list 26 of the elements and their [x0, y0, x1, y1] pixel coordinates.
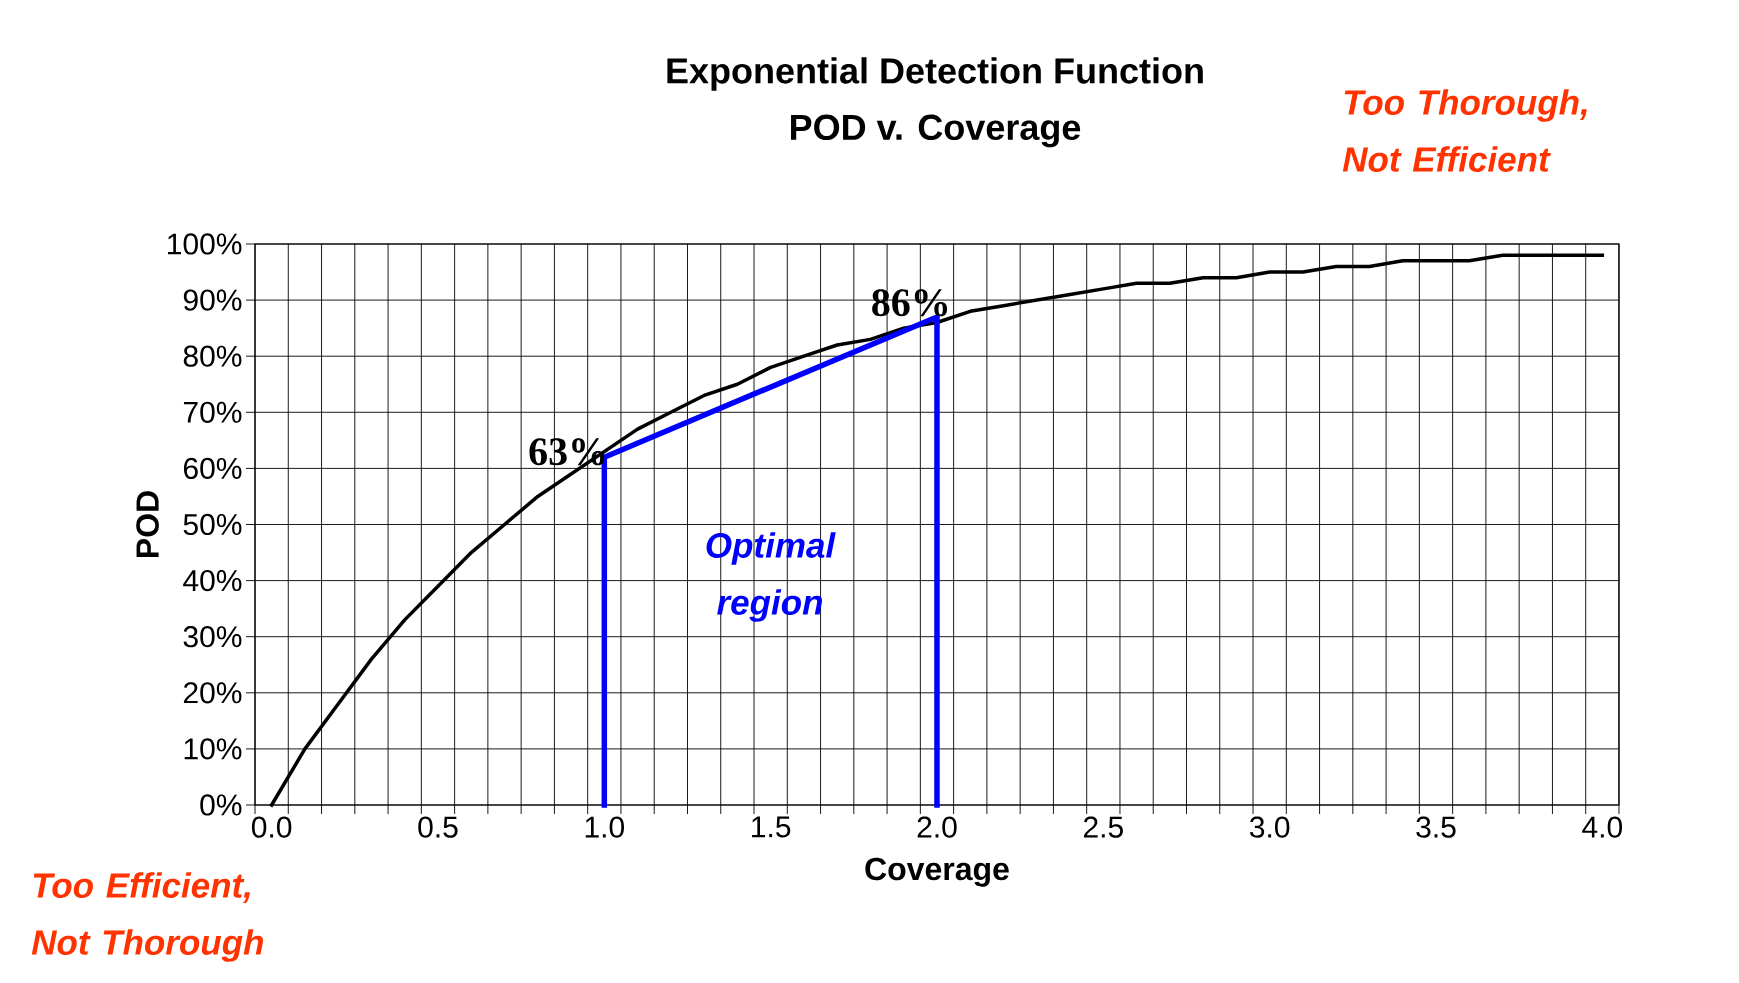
- x-tick-label: 4.0: [1582, 816, 1623, 838]
- x-tick-label: 0.0: [251, 816, 292, 838]
- y-tick-label: 100%: [168, 233, 242, 255]
- text: Too Thorough, Not Efficient: [1342, 89, 1587, 172]
- x-tick-label: 2.0: [917, 816, 957, 838]
- x-tick-label: 0.5: [418, 816, 458, 838]
- y-tick-label: 20%: [183, 682, 242, 704]
- y-tick-label: 60%: [183, 457, 242, 480]
- chart-subtitle: POD v. Coverage: [791, 114, 1081, 148]
- x-tick-label: 2.5: [1083, 816, 1123, 838]
- y-tick-label: 40%: [183, 569, 242, 592]
- x-tick-label: 1.5: [752, 816, 791, 838]
- y-tick-label: 50%: [183, 513, 242, 536]
- y-tick-label: 10%: [184, 738, 242, 760]
- y-tick-label: 80%: [183, 345, 242, 367]
- text: Too Efficient, Not Thorough: [31, 872, 264, 962]
- y-tick-label: 30%: [183, 626, 242, 648]
- x-axis-title: Coverage: [865, 857, 1009, 887]
- y-axis-title: POD: [136, 491, 159, 558]
- chart-title: Exponential Detection Function: [667, 57, 1203, 91]
- y-tick-label: 0%: [200, 794, 242, 816]
- x-tick-label: 1.0: [585, 816, 624, 838]
- x-tick-label: 3.5: [1416, 816, 1456, 838]
- y-tick-label: 90%: [183, 289, 242, 311]
- x-tick-label: 3.0: [1249, 816, 1290, 838]
- y-tick-label: 70%: [183, 401, 242, 423]
